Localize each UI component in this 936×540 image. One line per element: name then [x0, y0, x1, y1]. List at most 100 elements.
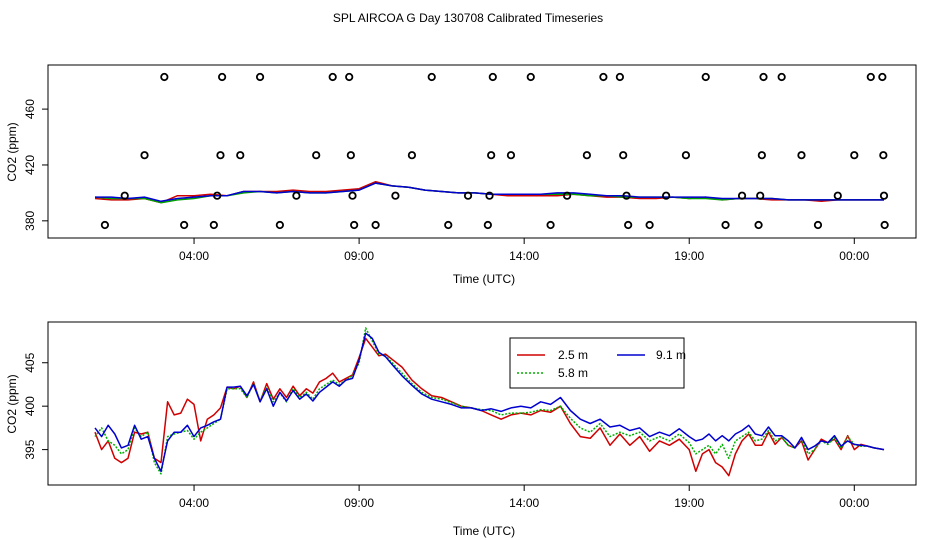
bottom-x-ticks: 04:00 09:00 14:00 19:00 00:00 — [179, 485, 870, 510]
x-tick-label: 09:00 — [344, 496, 374, 510]
calibration-point — [624, 220, 633, 230]
calibration-panel: 380 420 460 04:00 09:00 14:00 19:00 00:00 Time… — [5, 64, 917, 286]
calibration-point — [487, 151, 496, 160]
calibration-point — [880, 220, 889, 230]
x-tick-label: 00:00 — [839, 249, 869, 263]
calibration-point — [777, 72, 786, 82]
calibration-point — [813, 220, 823, 230]
calibration-point — [350, 220, 359, 230]
x-tick-label: 00:00 — [839, 496, 869, 510]
top-series-lines — [94, 180, 884, 204]
series-line-9-1-m — [94, 332, 885, 473]
y-tick-label: 405 — [23, 352, 37, 372]
calibration-point — [737, 191, 747, 200]
calibration-point — [582, 151, 591, 160]
calibration-point — [756, 191, 765, 200]
calibration-point — [346, 151, 355, 160]
y-tick-label: 460 — [23, 99, 37, 119]
calibration-point — [721, 220, 730, 230]
calibration-point — [757, 151, 766, 160]
calibration-point — [754, 220, 763, 230]
legend-label-5-8m: 5.8 m — [558, 366, 588, 380]
bottom-panel-frame — [47, 321, 917, 486]
legend-label-2-5m: 2.5 m — [558, 348, 588, 362]
calibration-point — [562, 191, 572, 200]
calibration-point — [463, 191, 473, 200]
x-tick-label: 04:00 — [179, 496, 209, 510]
calibration-point — [371, 220, 380, 230]
calibration-point — [681, 151, 691, 160]
timeseries-panel: 395 400 405 04:00 09:00 14:00 19:00 00:00 Time… — [5, 321, 917, 538]
y-tick-label: 380 — [23, 210, 37, 230]
calibration-point — [391, 191, 400, 200]
calibration-point — [866, 72, 875, 82]
calibration-point — [833, 191, 842, 200]
x-tick-label: 04:00 — [179, 249, 209, 263]
calibration-point — [622, 191, 631, 200]
x-tick-label: 19:00 — [674, 249, 704, 263]
x-tick-label: 19:00 — [674, 496, 704, 510]
legend-box — [509, 337, 685, 389]
top-y-axis-label: CO2 (ppm) — [5, 122, 19, 181]
calibration-point — [345, 72, 354, 82]
calibration-point — [483, 220, 492, 230]
calibration-point — [427, 72, 436, 82]
x-tick-label: 14:00 — [509, 249, 539, 263]
calibration-point — [160, 72, 169, 82]
calibration-points — [100, 72, 889, 230]
calibration-point — [615, 72, 625, 82]
calibration-point — [328, 72, 337, 82]
calibration-point — [216, 151, 225, 160]
calibration-point — [209, 220, 218, 230]
calibration-point — [218, 72, 227, 82]
calibration-point — [701, 72, 710, 82]
bottom-y-ticks: 395 400 405 — [23, 352, 48, 460]
calibration-point — [645, 220, 654, 230]
calibration-point — [312, 151, 321, 160]
calibration-point — [878, 72, 887, 82]
calibration-point — [879, 191, 889, 200]
series-line-2-5-m — [94, 337, 885, 477]
series-line-9-1-m — [95, 182, 884, 203]
legend-label-9-1m: 9.1 m — [656, 348, 686, 362]
calibration-point — [797, 151, 806, 160]
calibration-point — [879, 151, 888, 160]
y-tick-label: 395 — [23, 439, 37, 459]
calibration-point — [619, 151, 628, 160]
calibration-point — [599, 72, 608, 82]
top-y-ticks: 380 420 460 — [23, 99, 48, 231]
calibration-point — [100, 220, 110, 230]
calibration-point — [120, 191, 129, 200]
calibration-point — [526, 72, 535, 82]
calibration-point — [292, 191, 301, 200]
bottom-x-axis-label: Time (UTC) — [453, 524, 515, 538]
x-tick-label: 09:00 — [344, 249, 374, 263]
calibration-point — [255, 72, 265, 82]
calibration-point — [546, 220, 555, 230]
calibration-point — [488, 72, 497, 82]
calibration-point — [506, 151, 516, 160]
bottom-series-lines — [94, 327, 885, 477]
y-tick-label: 420 — [23, 155, 37, 175]
calibration-point — [180, 220, 189, 230]
legend: 2.5 m 9.1 m 5.8 m — [509, 337, 686, 389]
top-x-ticks: 04:00 09:00 14:00 19:00 00:00 — [179, 238, 870, 263]
calibration-point — [485, 191, 494, 200]
calibration-point — [444, 220, 453, 230]
calibration-point — [759, 72, 768, 82]
calibration-point — [236, 151, 245, 160]
series-line-5-8-m — [94, 327, 885, 475]
chart-title: SPL AIRCOA G Day 130708 Calibrated Times… — [333, 11, 603, 25]
bottom-y-axis-label: CO2 (ppm) — [5, 374, 19, 433]
top-panel-frame — [47, 64, 917, 239]
calibration-point — [275, 220, 284, 230]
calibration-point — [140, 151, 149, 160]
y-tick-label: 400 — [23, 396, 37, 416]
calibration-point — [407, 151, 417, 160]
calibration-point — [850, 151, 859, 160]
calibration-point — [662, 191, 671, 200]
calibration-point — [348, 191, 357, 200]
calibration-point — [213, 191, 222, 200]
